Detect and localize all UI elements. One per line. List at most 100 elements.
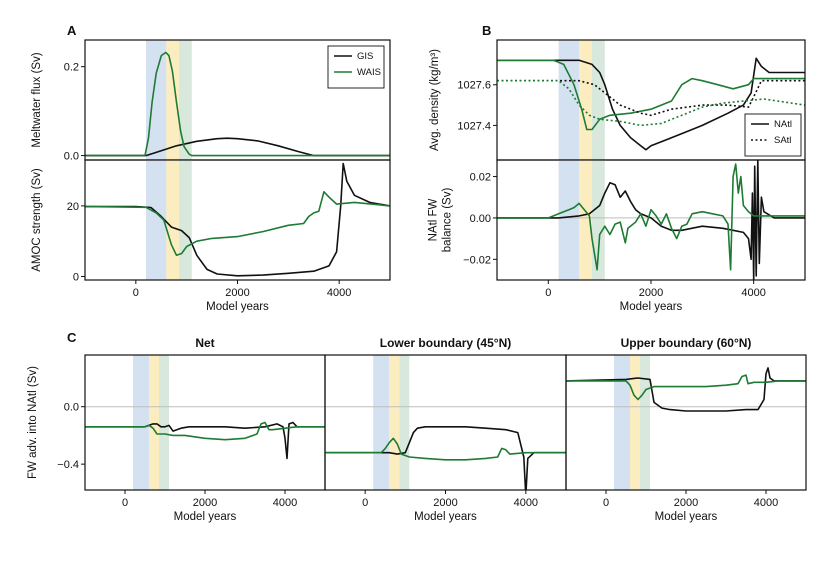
x-tick-label: 4000 [514, 497, 538, 509]
x-axis-label: Model years [620, 301, 683, 313]
x-tick-label: 2000 [674, 497, 698, 509]
x-tick-label: 2000 [193, 497, 217, 509]
legend-box [744, 113, 802, 157]
panel-B_top: 1027.4 1027.6 Avg. density (kg/m³) B NAtl SAt… [429, 23, 806, 161]
y-tick-label: 0.00 [470, 213, 491, 225]
legend-box [327, 45, 385, 89]
x-tick-label: 2000 [639, 287, 663, 299]
x-tick-label: 0 [603, 497, 609, 509]
shaded-band-2 [591, 40, 605, 160]
panel-letter: A [67, 23, 77, 38]
subplot-title: Lower boundary (45°N) [380, 336, 511, 350]
panel-B_bottom: −0.02 0.00 0.02 0 2000 4000 Model years NAtl FW… [428, 159, 806, 313]
plot-frame [84, 354, 326, 491]
plot-frame [84, 159, 391, 281]
y-axis-label: Avg. density (kg/m³) [429, 49, 441, 151]
series-line-wais-1 [85, 421, 325, 441]
y-tick-label: 0.2 [64, 62, 79, 74]
series-line-satl-3 [497, 79, 805, 127]
x-tick-label: 0 [545, 287, 551, 299]
y-axis-label: AMOC strength (Sv) [31, 168, 43, 272]
series-line-natl-0 [497, 57, 805, 151]
shaded-band-1 [166, 40, 180, 160]
subplot-title: Upper boundary (60°N) [621, 336, 752, 350]
x-tick-label: 0 [122, 497, 128, 509]
y-axis-label: NAtl FW balance (Sv) [428, 188, 454, 253]
y-tick-label: 1027.4 [457, 120, 491, 132]
panel-C_lower: 0 2000 4000 Model years Lower boundary (45°N… [324, 336, 567, 523]
shaded-band-2 [591, 160, 605, 280]
y-tick-label: 1027.6 [457, 80, 491, 92]
shaded-band-0 [133, 355, 149, 490]
legend: GIS WAIS [327, 45, 385, 89]
series-line-natl-0 [497, 160, 805, 280]
series-line-gis-0 [85, 162, 390, 277]
series-line-gis-0 [85, 421, 325, 460]
shaded-band-1 [579, 160, 592, 280]
shaded-band-0 [614, 355, 630, 490]
legend-entry-label: GIS [357, 51, 373, 62]
x-axis-label: Model years [414, 511, 477, 523]
shaded-band-2 [179, 40, 192, 160]
panel-A_top: 0.0 0.2 Meltwater flux (Sv) A GIS WAIS [31, 23, 391, 163]
x-axis-label: Model years [655, 511, 718, 523]
series-line-wais-1 [566, 374, 806, 401]
shaded-band-0 [146, 160, 167, 280]
series-line-gis-0 [85, 137, 390, 157]
y-tick-label: −0.4 [57, 459, 79, 471]
x-tick-label: 4000 [273, 497, 297, 509]
shaded-band-2 [179, 160, 192, 280]
x-tick-label: 2000 [225, 287, 249, 299]
series-line-gis-0 [566, 367, 806, 412]
panel-C_net: −0.4 0.0 0 2000 4000 Model years FW adv. into … [27, 330, 326, 523]
shaded-band-0 [558, 40, 580, 160]
panel-C_upper: 0 2000 4000 Model years Upper boundary (60°N… [565, 336, 807, 523]
shaded-band-2 [399, 355, 410, 490]
legend: NAtl SAtl [744, 113, 802, 157]
series-line-satl-2 [497, 79, 805, 117]
legend-entry-label: WAIS [357, 67, 381, 78]
y-tick-label: −0.02 [463, 254, 491, 266]
x-tick-label: 4000 [741, 287, 765, 299]
shaded-band-0 [373, 355, 390, 490]
x-axis-label: Model years [174, 511, 237, 523]
y-axis-label: Meltwater flux (Sv) [31, 52, 43, 147]
shaded-band-2 [640, 355, 650, 490]
x-tick-label: 0 [133, 287, 139, 299]
y-tick-label: 0.02 [470, 172, 491, 184]
y-tick-label: 20 [67, 201, 79, 213]
legend-entry-label: SAtl [774, 135, 791, 146]
series-line-natl-1 [497, 163, 805, 271]
shaded-band-1 [389, 355, 400, 490]
series-line-wais-1 [325, 437, 566, 461]
x-tick-label: 4000 [327, 287, 351, 299]
series-line-natl-1 [497, 59, 805, 131]
y-axis-label: FW adv. into NAtl (Sv) [27, 366, 39, 479]
x-tick-label: 2000 [433, 497, 457, 509]
series-line-gis-0 [325, 426, 566, 490]
shaded-band-1 [149, 355, 159, 490]
shaded-band-0 [558, 160, 580, 280]
panel-letter: C [67, 330, 77, 345]
legend-entry-label: NAtl [774, 119, 792, 130]
shaded-band-1 [166, 160, 180, 280]
y-tick-label: 0.0 [64, 402, 79, 414]
plot-frame [324, 354, 567, 491]
shaded-band-1 [579, 40, 592, 160]
panel-letter: B [482, 23, 491, 38]
subplot-title: Net [195, 336, 214, 350]
series-line-wais-1 [85, 51, 390, 157]
shaded-band-2 [159, 355, 169, 490]
y-tick-label: 0 [73, 271, 79, 283]
panel-A_bottom: 0 20 0 2000 4000 Model years AMOC strength (Sv… [31, 159, 391, 313]
x-tick-label: 0 [362, 497, 368, 509]
shaded-band-1 [630, 355, 640, 490]
x-tick-label: 4000 [754, 497, 778, 509]
shaded-band-0 [146, 40, 167, 160]
y-tick-label: 0.0 [64, 151, 79, 163]
y-axis-label-line: balance (Sv) [441, 188, 453, 253]
series-line-wais-1 [85, 191, 390, 257]
x-axis-label: Model years [206, 301, 269, 313]
y-axis-label-line: NAtl FW [428, 198, 440, 241]
